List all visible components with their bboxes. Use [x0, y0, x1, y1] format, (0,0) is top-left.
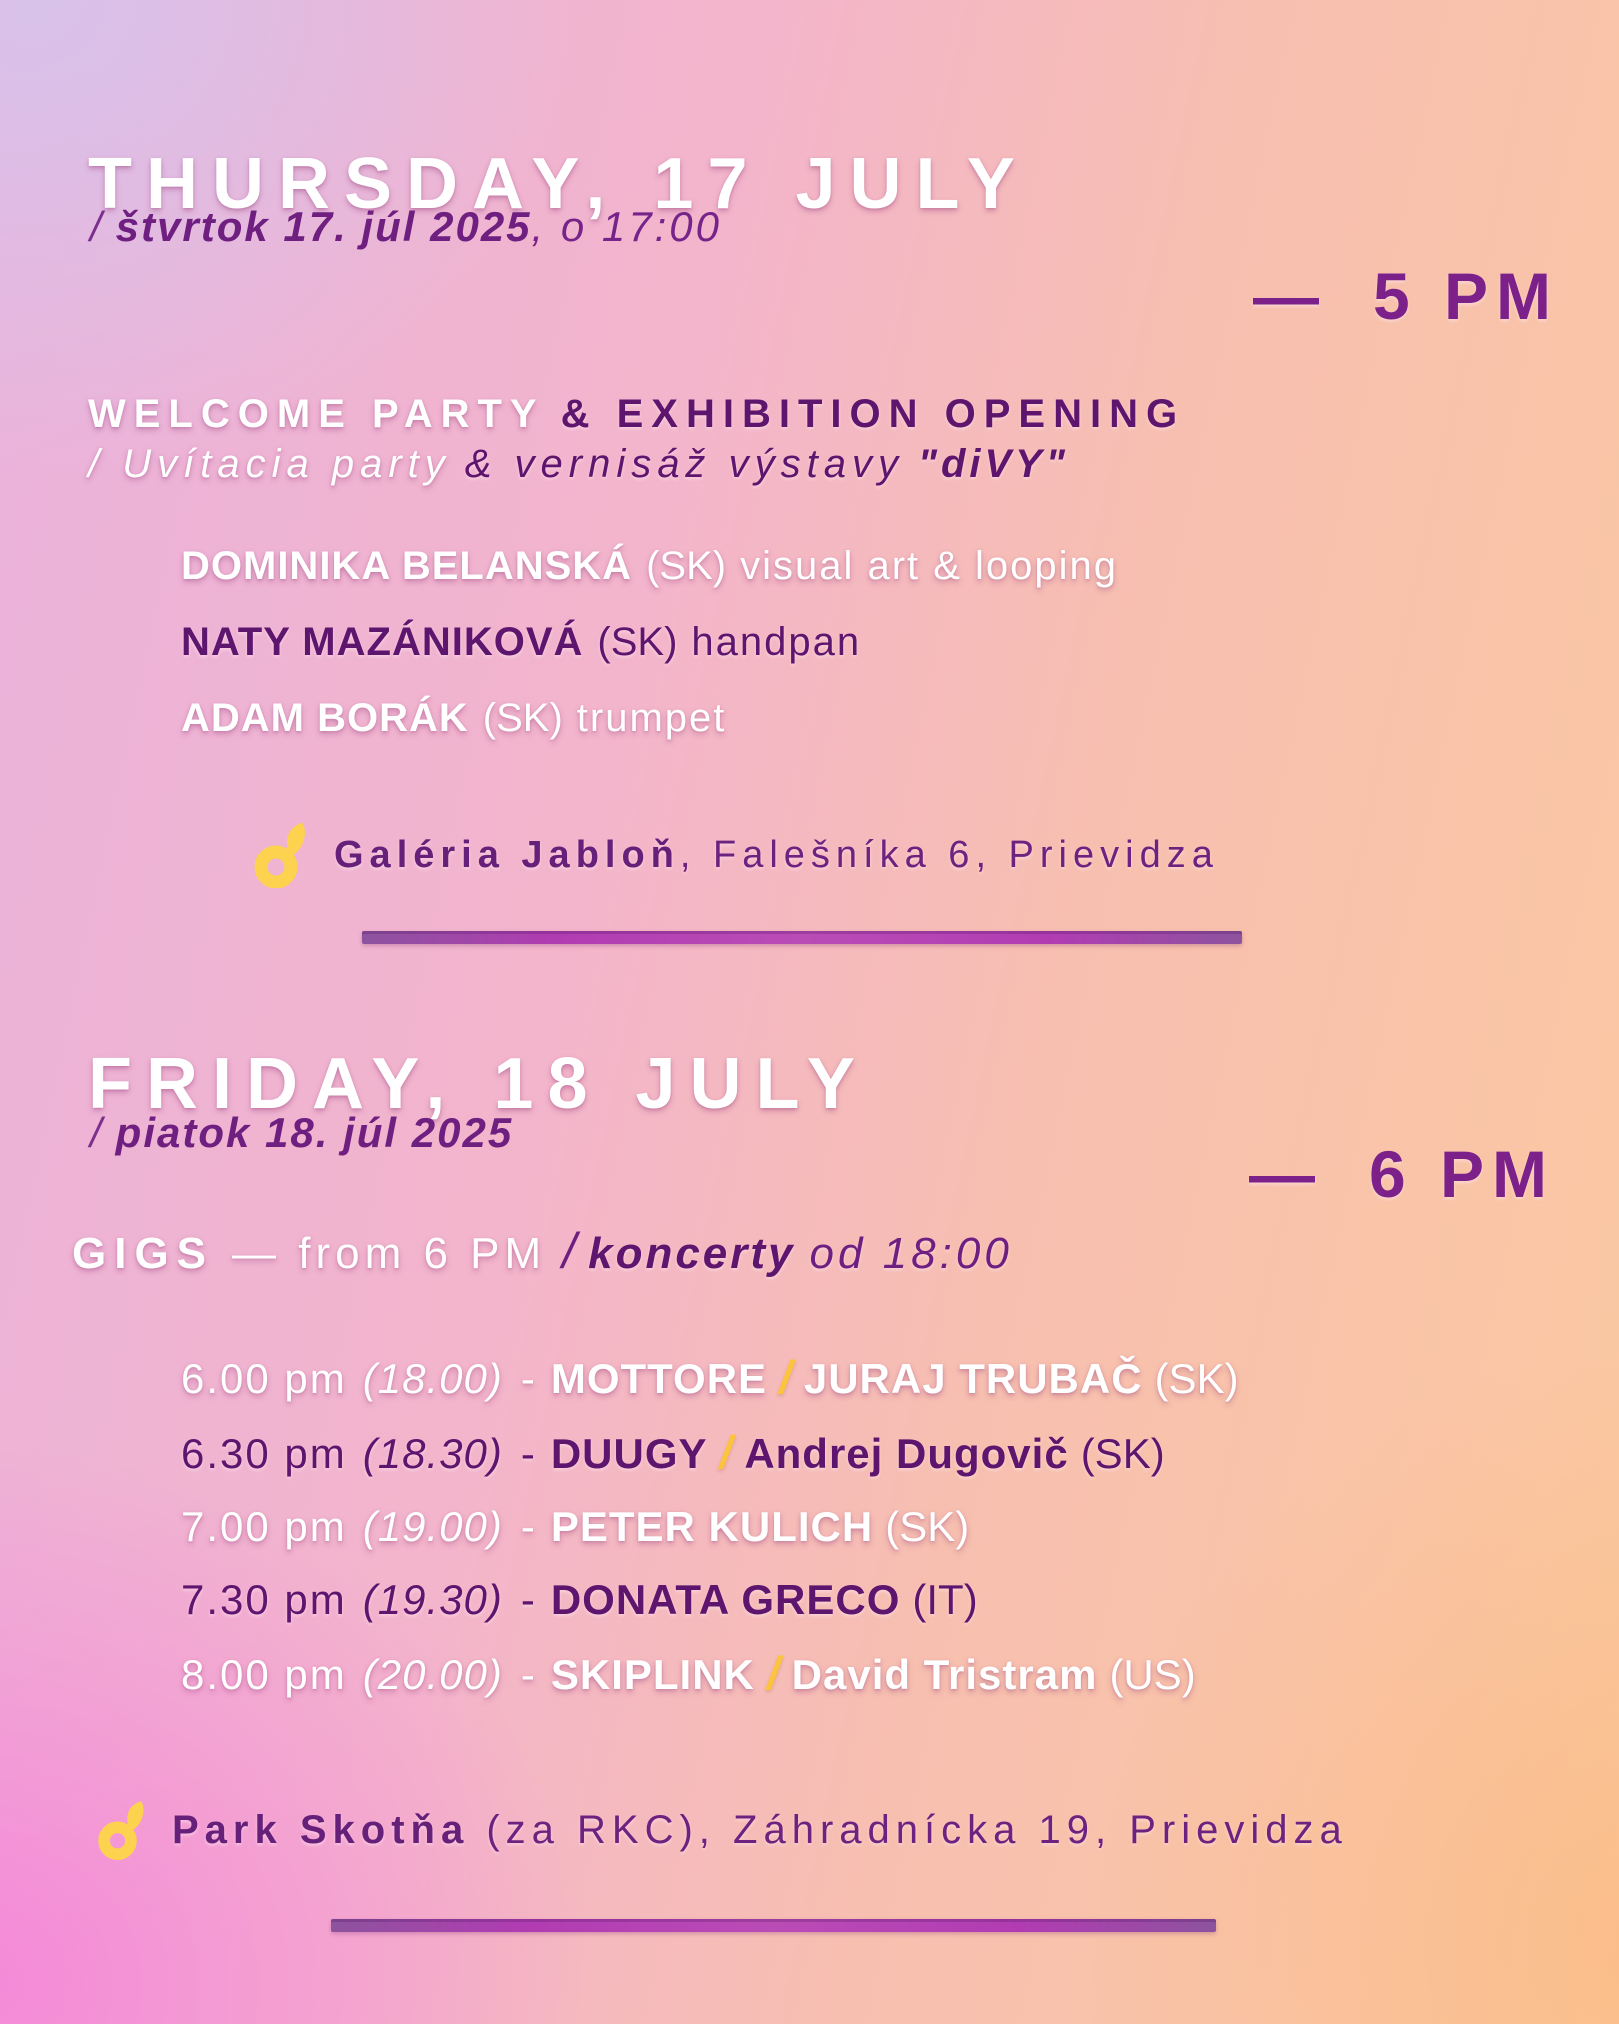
gig-time-24h: (19.00) — [362, 1503, 503, 1550]
thursday-sub-time: , o 17:00 — [531, 203, 723, 250]
gig-act: DONATA GRECO — [550, 1576, 901, 1623]
thursday-sub-slash: / — [90, 203, 102, 250]
gig-time-24h: (18.00) — [362, 1355, 503, 1402]
gig-time: 7.30 pm — [181, 1576, 347, 1623]
artist-row: ADAM BORÁK (SK) trumpet — [181, 694, 1118, 742]
event-sub-purple: & vernisáž výstavy — [464, 442, 904, 486]
friday-sub-slash: / — [90, 1109, 102, 1156]
event-sub-exhibition-name: "diVY" — [917, 442, 1069, 486]
section-divider — [362, 931, 1242, 944]
artist-row: NATY MAZÁNIKOVÁ (SK) handpan — [181, 618, 1118, 666]
yellow-slash-icon: / — [719, 1426, 733, 1478]
gig-act: PETER KULICH — [550, 1503, 874, 1550]
gig-time-24h: (18.30) — [362, 1430, 503, 1477]
thursday-time-badge: — 5 PM — [1253, 258, 1559, 334]
artist-country: (SK) — [597, 620, 678, 664]
apple-flame-icon — [96, 1800, 148, 1860]
event-title-white: WELCOME PARTY — [88, 392, 545, 436]
gig-country: (IT) — [912, 1576, 978, 1623]
artist-country: (SK) — [482, 696, 563, 740]
artist-role: trumpet — [576, 696, 727, 740]
thursday-artist-list: DOMINIKA BELANSKÁ (SK) visual art & loopin… — [181, 542, 1118, 770]
gig-country: (SK) — [1080, 1430, 1165, 1477]
event-sub-white: / Uvítacia party — [88, 442, 451, 486]
gig-row: 6.30 pm (18.30) - DUUGY / Andrej Dugovič (SK) — [181, 1427, 1239, 1479]
venue-name: Park Skotňa — [172, 1807, 470, 1852]
gig-time: 6.30 pm — [181, 1430, 347, 1477]
gig-act: SKIPLINK — [550, 1651, 755, 1698]
gig-act-alias: David Tristram — [791, 1651, 1098, 1698]
event-title-purple: & EXHIBITION OPENING — [560, 392, 1186, 436]
friday-time-badge: — 6 PM — [1249, 1136, 1555, 1212]
venue-text: Galéria Jabloň, Falešníka 6, Prievidza — [334, 834, 1219, 877]
section-divider — [331, 1919, 1216, 1932]
friday-lineup: 6.00 pm (18.00) - MOTTORE / JURAJ TRUBAČ (SK) … — [181, 1352, 1239, 1723]
friday-subheading: / piatok 18. júl 2025 — [90, 1112, 513, 1154]
yellow-slash-icon: / — [766, 1647, 780, 1699]
friday-heading: FRIDAY, 18 JULY — [88, 1044, 869, 1125]
gigs-line: GIGS — from 6 PM / koncerty od 18:00 — [72, 1222, 1013, 1280]
gig-time: 6.00 pm — [181, 1355, 347, 1402]
time-label: 6 PM — [1368, 1137, 1555, 1211]
artist-country: (SK) — [646, 544, 727, 588]
gig-row: 7.30 pm (19.30) - DONATA GRECO (IT) — [181, 1575, 1239, 1625]
gigs-from-time: — from 6 PM — [232, 1229, 547, 1278]
gig-time: 7.00 pm — [181, 1503, 347, 1550]
venue-address: , Falešníka 6, Prievidza — [679, 833, 1219, 876]
artist-name: NATY MAZÁNIKOVÁ — [181, 620, 584, 664]
thursday-subheading: / štvrtok 17. júl 2025, o 17:00 — [90, 206, 722, 248]
gigs-koncerty: koncerty — [588, 1229, 796, 1278]
artist-role: visual art & looping — [740, 544, 1119, 588]
gig-act-alias: Andrej Dugovič — [744, 1430, 1069, 1477]
artist-name: ADAM BORÁK — [181, 696, 469, 740]
venue-text: Park Skotňa (za RKC), Záhradnícka 19, Pr… — [172, 1808, 1348, 1853]
gigs-label: GIGS — [72, 1229, 215, 1278]
gig-time-24h: (20.00) — [362, 1651, 503, 1698]
thursday-venue: Galéria Jabloň, Falešníka 6, Prievidza — [252, 822, 1219, 888]
gig-country: (US) — [1109, 1651, 1196, 1698]
gig-dash: - — [520, 1576, 535, 1623]
gig-row: 7.00 pm (19.00) - PETER KULICH (SK) — [181, 1502, 1239, 1552]
gig-country: (SK) — [885, 1503, 970, 1550]
yellow-slash-icon: / — [779, 1351, 792, 1403]
gig-time: 8.00 pm — [181, 1651, 347, 1698]
gigs-od-time: od 18:00 — [809, 1229, 1013, 1278]
venue-name: Galéria Jabloň — [334, 833, 680, 876]
gig-act: DUUGY — [550, 1430, 708, 1477]
gig-act-alias: JURAJ TRUBAČ — [803, 1355, 1143, 1402]
thursday-heading: THURSDAY, 17 JULY — [88, 144, 1029, 225]
thursday-sub-date: štvrtok 17. júl 2025 — [115, 203, 532, 250]
gig-dash: - — [520, 1430, 535, 1477]
time-dash: — — [1252, 259, 1327, 333]
artist-name: DOMINIKA BELANSKÁ — [181, 544, 633, 588]
thursday-event-subtitle: / Uvítacia party & vernisáž výstavy "diVY" — [88, 442, 1069, 487]
time-dash: — — [1248, 1137, 1323, 1211]
apple-flame-icon — [252, 822, 310, 888]
friday-venue: Park Skotňa (za RKC), Záhradnícka 19, Pr… — [96, 1800, 1348, 1860]
gigs-slash: / — [562, 1223, 577, 1279]
gig-row: 6.00 pm (18.00) - MOTTORE / JURAJ TRUBAČ (SK) — [181, 1352, 1239, 1404]
artist-row: DOMINIKA BELANSKÁ (SK) visual art & loopin… — [181, 542, 1118, 590]
gig-country: (SK) — [1154, 1355, 1239, 1402]
thursday-event-title: WELCOME PARTY & EXHIBITION OPENING — [88, 392, 1185, 437]
gig-dash: - — [520, 1651, 535, 1698]
time-label: 5 PM — [1372, 259, 1559, 333]
gig-act: MOTTORE — [550, 1355, 768, 1402]
gig-dash: - — [520, 1355, 535, 1402]
gig-dash: - — [520, 1503, 535, 1550]
friday-sub-date: piatok 18. júl 2025 — [115, 1109, 514, 1156]
gig-row: 8.00 pm (20.00) - SKIPLINK / David Tristram (U… — [181, 1648, 1239, 1700]
venue-address: (za RKC), Záhradnícka 19, Prievidza — [486, 1807, 1348, 1852]
gig-time-24h: (19.30) — [362, 1576, 503, 1623]
artist-role: handpan — [691, 620, 862, 664]
